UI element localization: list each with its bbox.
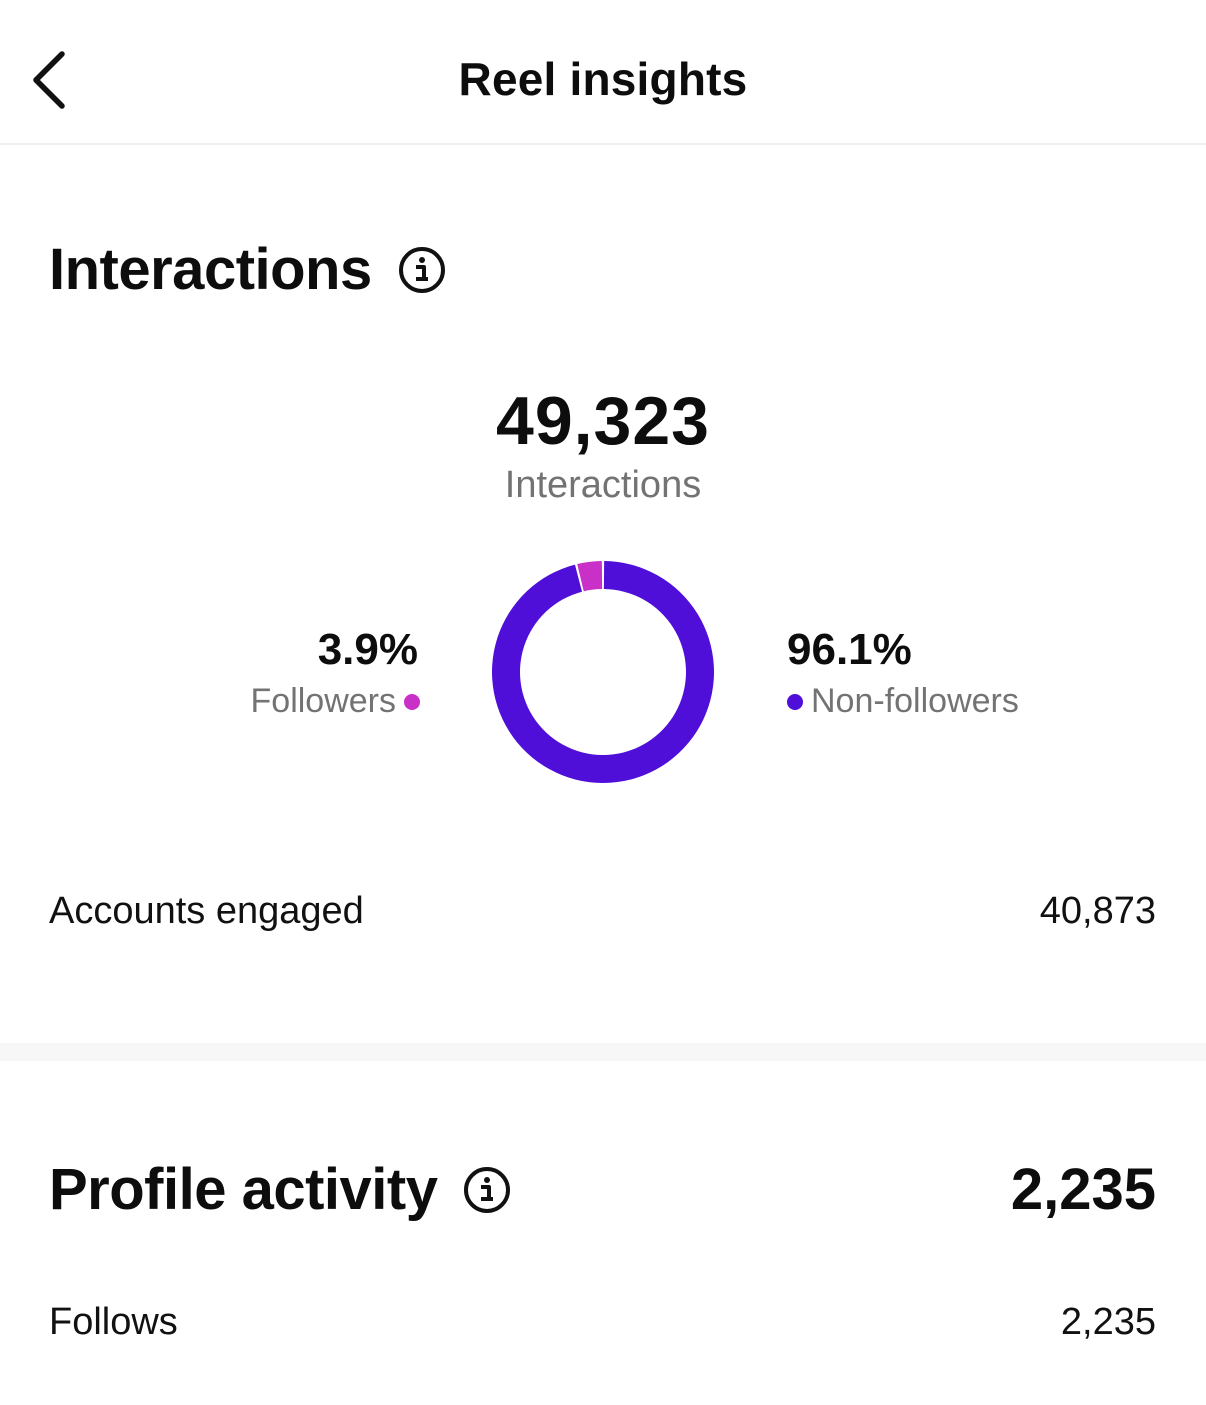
interactions-total: 49,323 [496,383,710,459]
non-followers-legend: Non-followers [787,682,1019,721]
info-icon[interactable] [398,246,446,294]
follows-value: 2,235 [1060,1301,1156,1343]
followers-label: Followers [250,682,396,720]
top-bar: Reel insights [0,0,1206,145]
profile-activity-total: 2,235 [1010,1157,1156,1222]
interactions-heading: Interactions [49,236,446,303]
followers-percentage: 3.9% [317,625,418,674]
back-button[interactable] [18,40,78,120]
chevron-left-icon [33,51,65,109]
follows-row: Follows 2,235 [49,1301,1156,1344]
non-followers-dot-icon [787,693,803,710]
page-title: Reel insights [458,53,748,105]
interactions-total-label: Interactions [504,464,702,506]
interactions-title: Interactions [49,237,372,302]
followers-dot-icon [404,693,420,710]
profile-activity-title: Profile activity [49,1157,438,1222]
donut-slice-non-followers [492,561,714,783]
follows-label: Follows [49,1301,178,1343]
section-divider [0,1043,1206,1061]
accounts-engaged-value: 40,873 [1039,890,1156,932]
non-followers-percentage: 96.1% [787,625,912,674]
followers-legend: Followers [251,682,420,721]
interactions-donut-chart [492,561,714,783]
accounts-engaged-row: Accounts engaged 40,873 [49,890,1156,933]
accounts-engaged-label: Accounts engaged [49,890,364,932]
non-followers-label: Non-followers [811,682,1019,720]
profile-activity-heading: Profile activity [49,1156,511,1223]
info-icon[interactable] [463,1166,511,1214]
donut-slice-followers [577,561,603,592]
